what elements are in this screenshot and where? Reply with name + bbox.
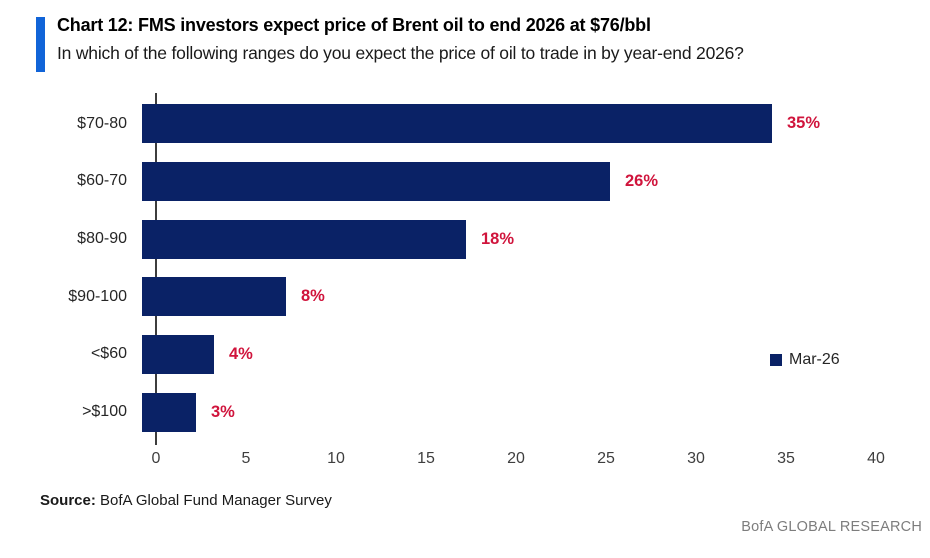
x-tick-label: 25 (597, 450, 615, 467)
chart-title: Chart 12: FMS investors expect price of … (57, 15, 651, 35)
category-label: $80-90 (77, 230, 127, 248)
bar-row: <$60 4% (0, 326, 930, 384)
x-tick-label: 20 (507, 450, 525, 467)
bar-row: $60-70 26% (0, 153, 930, 211)
bar-value-label: 18% (481, 229, 515, 248)
legend-label: Mar-26 (789, 351, 840, 368)
bar-row: $80-90 18% (0, 210, 930, 268)
bar-value-label: 4% (229, 344, 253, 363)
brand-label: BofA GLOBAL RESEARCH (741, 519, 922, 535)
x-tick-label: 0 (151, 450, 161, 467)
bar (142, 161, 610, 201)
bar (142, 277, 286, 317)
x-tick-label: 40 (867, 450, 885, 467)
x-tick-label: 35 (777, 450, 795, 467)
bar-track: 18% (142, 210, 930, 268)
bar (142, 392, 196, 432)
category-label: $90-100 (68, 287, 127, 305)
source-line: Source: BofA Global Fund Manager Survey (40, 492, 332, 509)
bar-value-label: 26% (625, 171, 659, 190)
x-axis-ticks: 0 5 10 15 20 25 30 35 40 (0, 450, 930, 472)
category-label: >$100 (82, 403, 127, 421)
category-label: $70-80 (77, 114, 127, 132)
bar (142, 334, 214, 374)
bar-value-label: 3% (211, 402, 235, 421)
source-label: Source: (40, 492, 96, 509)
x-tick-label: 5 (241, 450, 251, 467)
y-axis-line (155, 93, 157, 445)
x-tick-label: 15 (417, 450, 435, 467)
bar-track: 4% (142, 326, 930, 384)
bar-value-label: 8% (301, 287, 325, 306)
category-label: <$60 (90, 345, 127, 363)
bar-track: 3% (142, 383, 930, 441)
bar (142, 219, 466, 259)
bar-row: >$100 3% (0, 383, 930, 441)
source-text: BofA Global Fund Manager Survey (95, 492, 332, 509)
bar (142, 104, 772, 144)
x-tick-label: 30 (687, 450, 705, 467)
bar-chart: $70-80 35% $60-70 26% $80-90 18% $90-100 8% <$60… (0, 95, 930, 441)
bar-track: 8% (142, 268, 930, 326)
chart-subtitle: In which of the following ranges do you … (57, 43, 744, 63)
bar-value-label: 35% (787, 114, 821, 133)
legend: Mar-26 (770, 351, 840, 369)
x-tick-label: 10 (327, 450, 345, 467)
category-label: $60-70 (77, 172, 127, 190)
legend-swatch-icon (770, 354, 782, 366)
title-accent-bar (36, 17, 45, 72)
bar-row: $90-100 8% (0, 268, 930, 326)
bar-track: 35% (142, 95, 930, 153)
bar-track: 26% (142, 153, 930, 211)
bar-row: $70-80 35% (0, 95, 930, 153)
